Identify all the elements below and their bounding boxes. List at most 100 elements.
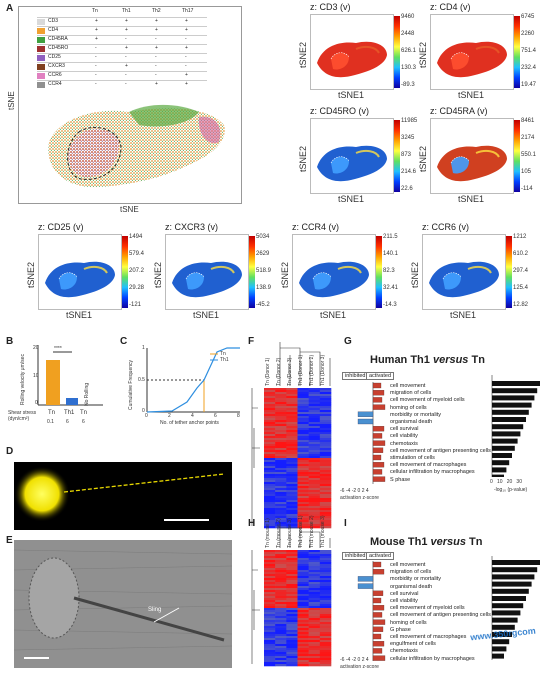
marker-value: + — [95, 27, 98, 33]
colorbar-tick: 626.1 — [401, 48, 417, 54]
table-col-header: Th1 — [122, 8, 131, 14]
marker-value: + — [155, 81, 158, 87]
th1-curve — [146, 347, 240, 413]
heatmap-title: z: CD25 (v) — [38, 222, 84, 232]
heatmap-canvas — [430, 14, 514, 90]
marker-value: - — [185, 54, 187, 60]
heatmap-plot: z: CD45RA (v) 8461 2174 550.1 105 -114 tSNE1 tS… — [418, 106, 540, 214]
marker-name: CCR4 — [48, 81, 62, 87]
c-xtick-4: 4 — [191, 413, 194, 419]
b-significance: **** — [54, 346, 62, 352]
function-item: chemotaxis — [390, 648, 418, 655]
table-col-header: Th2 — [152, 8, 161, 14]
heatmap-ylabel: tSNE2 — [410, 261, 420, 288]
b-ylabel: Rolling velocity μm/sec — [20, 354, 26, 405]
g-zscore-chart — [340, 382, 390, 485]
panel-b-chart — [18, 340, 108, 440]
panel-g-label: G — [344, 336, 352, 347]
marker-value: + — [155, 18, 158, 24]
heatmap-canvas — [292, 234, 376, 310]
function-item: S phase — [390, 476, 411, 483]
function-item: cell movement of antigen presenting cell… — [390, 612, 491, 619]
i-zticks: -6 -4 -2 0 2 4 — [340, 657, 369, 663]
heatmap-canvas — [430, 118, 514, 194]
heatmap-canvas — [422, 234, 506, 310]
bar-th1-6 — [66, 398, 78, 405]
function-item: cell viability — [390, 433, 418, 440]
heatmap-xlabel: tSNE1 — [450, 310, 477, 320]
marker-swatch — [37, 46, 45, 52]
marker-name: CD3 — [48, 18, 59, 24]
heatmap-ylabel: tSNE2 — [280, 261, 290, 288]
heatmap-ylabel: tSNE2 — [418, 145, 428, 172]
c-xtick-0: 0 — [145, 413, 148, 419]
marker-swatch — [37, 64, 45, 70]
marker-value: - — [155, 36, 157, 42]
panel-a-ylabel: tSNE — [7, 91, 16, 110]
marker-value: - — [185, 63, 187, 69]
marker-value: + — [155, 27, 158, 33]
heatmap-canvas — [310, 14, 394, 90]
heatmap-xlabel: tSNE1 — [193, 310, 220, 320]
colorbar-tick: 5034 — [256, 234, 270, 240]
g-inhibited-box: inhibited — [342, 372, 369, 380]
function-item: cell movement — [390, 562, 426, 568]
heatmap-ylabel: tSNE2 — [26, 261, 36, 288]
function-item: morbidity or mortality — [390, 411, 442, 418]
heatmap-xlabel: tSNE1 — [338, 194, 365, 204]
function-item: cell viability — [390, 598, 418, 605]
b-ytick-0: 0 — [35, 400, 38, 406]
panel-e-em-image — [14, 540, 232, 668]
marker-value: - — [95, 81, 97, 87]
function-item: cell movement of myeloid cells — [390, 605, 465, 612]
function-item: G phase — [390, 626, 411, 633]
panel-a-main-plot — [18, 6, 242, 204]
heatmap-title: z: CD3 (v) — [310, 2, 351, 12]
colorbar-tick: -45.2 — [256, 302, 270, 308]
heatmap-plot: z: CD45RO (v) 11985 3245 873 214.6 22.6 tSNE1 t… — [298, 106, 420, 214]
heatmap-plot: z: CD3 (v) 9460 2448 626.1 130.3 -89.3 tSNE1 tS… — [298, 2, 420, 110]
panel-f-heatmap — [250, 340, 345, 530]
marker-value: + — [95, 18, 98, 24]
marker-value: + — [125, 63, 128, 69]
b-shear-label: Shear stress (dyn/cm²) — [8, 410, 37, 422]
colorbar-tick: 579.4 — [129, 251, 145, 257]
colorbar — [394, 120, 400, 192]
colorbar — [514, 120, 520, 192]
heatmap-canvas — [165, 234, 249, 310]
marker-value: - — [155, 72, 157, 78]
heatmap-plot: z: CCR4 (v) 211.5 140.1 82.3 32.41 -14.3 tSNE1… — [280, 222, 402, 330]
colorbar-tick: -114 — [521, 186, 533, 192]
marker-value: - — [155, 63, 157, 69]
colorbar-tick: 82.3 — [383, 268, 395, 274]
function-item: cell movement — [390, 383, 426, 389]
panel-i-label: I — [344, 518, 347, 529]
heatmap-ylabel: tSNE2 — [298, 145, 308, 172]
c-ytick-05: 0.5 — [138, 377, 145, 383]
colorbar-tick: 1212 — [513, 234, 527, 240]
panel-h-heatmap — [250, 520, 345, 668]
colorbar-tick: 9460 — [401, 14, 415, 20]
panel-c-label: C — [120, 336, 128, 347]
colorbar-tick: 1494 — [129, 234, 143, 240]
b-shear-0: 0.1 — [47, 419, 54, 425]
heatmap-ylabel: tSNE2 — [418, 41, 428, 68]
colorbar-tick: 125.4 — [513, 285, 529, 291]
function-item: organismal death — [390, 419, 433, 426]
function-item: migration of cells — [390, 390, 432, 397]
colorbar — [514, 16, 520, 88]
c-legend-th1: Th1 — [220, 357, 229, 363]
function-item: chemotaxis — [390, 440, 418, 447]
marker-value: - — [125, 81, 127, 87]
c-xtick-2: 2 — [168, 413, 171, 419]
heatmap-column-label: Th1 (Donor 3) — [320, 354, 326, 386]
i-zlabel: activation z-score — [340, 664, 379, 670]
panel-i-title: Mouse Th1 versus Tn — [370, 536, 483, 548]
heatmap-xlabel: tSNE1 — [338, 90, 365, 100]
panel-b-label: B — [6, 336, 14, 347]
colorbar — [394, 16, 400, 88]
function-item: organismal death — [390, 583, 433, 590]
function-item: cell movement of antigen presenting cell… — [390, 447, 491, 454]
function-item: cell survival — [390, 426, 419, 433]
marker-value: + — [125, 27, 128, 33]
